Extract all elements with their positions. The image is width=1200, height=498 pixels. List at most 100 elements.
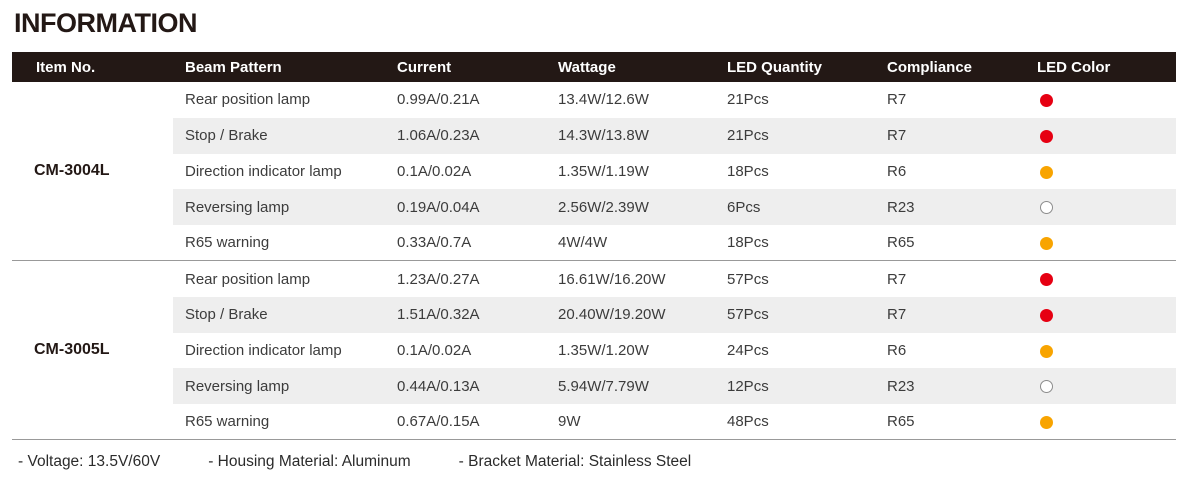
wattage-cell: 2.56W/2.39W (546, 189, 715, 226)
beam-pattern-cell: Direction indicator lamp (185, 341, 342, 359)
current-cell: 0.67A/0.15A (397, 413, 480, 431)
led-color-amber-dot-icon (1040, 344, 1053, 358)
led-quantity-cell: 18Pcs (727, 162, 769, 180)
beam-pattern-cell: Direction indicator lamp (185, 162, 342, 180)
beam-pattern-cell: R65 warning (185, 413, 270, 431)
current-cell: 0.99A/0.21A (397, 91, 480, 109)
current-cell: 1.06A/0.23A (385, 117, 546, 154)
led-quantity-cell: 57Pcs (715, 260, 875, 297)
voltage-note: - Voltage: 13.5V/60V (18, 453, 161, 471)
beam-pattern-cell: Stop / Brake (173, 117, 385, 154)
compliance-cell: R6 (887, 162, 907, 180)
wattage-cell: 4W/4W (558, 234, 608, 252)
column-header: Current (397, 58, 452, 76)
led-quantity-cell: 21Pcs (715, 117, 875, 154)
wattage-cell: 9W (558, 413, 581, 431)
table-row: CM-3004L Rear position lamp 0.99A/0.21A 13.… (12, 82, 1176, 261)
led-color-white-dot-icon (1040, 201, 1053, 215)
item-group: CM-3004L Rear position lamp 0.99A/0.21A 13.… (12, 82, 1176, 261)
wattage-cell: 1.35W/1.19W (558, 162, 649, 180)
current-cell: 0.1A/0.02A (397, 341, 472, 359)
led-color-cell (1025, 189, 1176, 226)
led-quantity-cell: 24Pcs (727, 341, 769, 359)
beam-pattern-cell: R65 warning (185, 234, 270, 252)
led-color-cell (1025, 117, 1176, 154)
compliance-cell: R65 (887, 413, 915, 431)
current-cell: 0.19A/0.04A (385, 189, 546, 226)
led-color-cell (1025, 225, 1176, 261)
column-header: Compliance (887, 58, 973, 76)
led-quantity-cell: 6Pcs (715, 189, 875, 226)
table-row: R65 warning 0.67A/0.15A 9W 48Pcs R65 (12, 404, 1176, 440)
led-color-cell (1025, 82, 1176, 118)
compliance-cell: R7 (875, 117, 1025, 154)
led-color-cell (1025, 404, 1176, 440)
beam-pattern-cell: Rear position lamp (173, 260, 385, 297)
information-section: INFORMATION Item No. Beam Pattern Current W… (12, 8, 1176, 471)
item-group: CM-3005L Rear position lamp 1.23A/0.27A 16.… (12, 260, 1176, 440)
led-color-red-dot-icon (1040, 308, 1053, 322)
item-no-cell: CM-3004L (12, 82, 173, 261)
led-color-amber-dot-icon (1040, 165, 1053, 179)
compliance-cell: R7 (875, 296, 1025, 333)
led-color-amber-dot-icon (1040, 236, 1053, 250)
beam-pattern-cell: Reversing lamp (173, 189, 385, 226)
column-header: LED Color (1037, 58, 1111, 76)
beam-pattern-cell: Stop / Brake (173, 296, 385, 333)
led-quantity-cell: 18Pcs (727, 234, 769, 252)
current-cell: 0.44A/0.13A (385, 368, 546, 405)
wattage-cell: 5.94W/7.79W (546, 368, 715, 405)
column-header: LED Quantity (727, 58, 823, 76)
compliance-cell: R23 (875, 368, 1025, 405)
header-row: Item No. Beam Pattern Current Wattage LED Qu… (12, 52, 1176, 82)
table-row: Reversing lamp 0.19A/0.04A 2.56W/2.39W 6Pcs… (12, 189, 1176, 226)
current-cell: 0.33A/0.7A (397, 234, 472, 252)
wattage-cell: 1.35W/1.20W (558, 341, 649, 359)
led-color-red-dot-icon (1040, 129, 1053, 143)
wattage-cell: 20.40W/19.20W (546, 296, 715, 333)
item-no-cell: CM-3005L (12, 260, 173, 440)
table-row: Stop / Brake 1.06A/0.23A 14.3W/13.8W 21Pcs R… (12, 117, 1176, 154)
led-color-cell (1025, 333, 1176, 369)
compliance-cell: R7 (875, 260, 1025, 297)
compliance-cell: R7 (887, 91, 907, 109)
page-title: INFORMATION (14, 8, 197, 38)
bracket-material-note: - Bracket Material: Stainless Steel (458, 453, 692, 471)
beam-pattern-cell: Reversing lamp (173, 368, 385, 405)
led-color-red-dot-icon (1040, 93, 1053, 107)
led-color-amber-dot-icon (1040, 415, 1053, 429)
wattage-cell: 16.61W/16.20W (546, 260, 715, 297)
table-row: CM-3005L Rear position lamp 1.23A/0.27A 16.… (12, 260, 1176, 440)
current-cell: 0.1A/0.02A (397, 162, 472, 180)
compliance-cell: R23 (875, 189, 1025, 226)
led-color-cell (1025, 260, 1176, 297)
beam-pattern-cell: Rear position lamp (185, 91, 311, 109)
table-header: Item No. Beam Pattern Current Wattage LED Qu… (12, 52, 1176, 82)
column-header: Item No. (36, 58, 96, 76)
table-row: Direction indicator lamp 0.1A/0.02A 1.35W/… (12, 332, 1176, 369)
wattage-cell: 14.3W/13.8W (546, 117, 715, 154)
table-row: Reversing lamp 0.44A/0.13A 5.94W/7.79W 12Pc… (12, 368, 1176, 405)
led-quantity-cell: 21Pcs (727, 91, 769, 109)
footer-notes: - Voltage: 13.5V/60V - Housing Material:… (12, 453, 1176, 471)
led-color-white-dot-icon (1040, 380, 1053, 394)
table-row: Stop / Brake 1.51A/0.32A 20.40W/19.20W 57Pc… (12, 296, 1176, 333)
compliance-cell: R6 (887, 341, 907, 359)
led-quantity-cell: 48Pcs (727, 413, 769, 431)
table-row: R65 warning 0.33A/0.7A 4W/4W 18Pcs R65 (12, 225, 1176, 261)
wattage-cell: 13.4W/12.6W (558, 91, 649, 109)
led-color-cell (1025, 368, 1176, 405)
led-color-cell (1025, 154, 1176, 190)
led-color-red-dot-icon (1040, 273, 1053, 287)
column-header: Beam Pattern (185, 58, 282, 76)
current-cell: 1.51A/0.32A (385, 296, 546, 333)
housing-material-note: - Housing Material: Aluminum (208, 453, 411, 471)
column-header: Wattage (558, 58, 616, 76)
led-quantity-cell: 57Pcs (715, 296, 875, 333)
led-color-cell (1025, 296, 1176, 333)
information-table: Item No. Beam Pattern Current Wattage LED Qu… (12, 52, 1176, 441)
compliance-cell: R65 (887, 234, 915, 252)
led-quantity-cell: 12Pcs (715, 368, 875, 405)
current-cell: 1.23A/0.27A (385, 260, 546, 297)
table-row: Direction indicator lamp 0.1A/0.02A 1.35W/… (12, 153, 1176, 190)
